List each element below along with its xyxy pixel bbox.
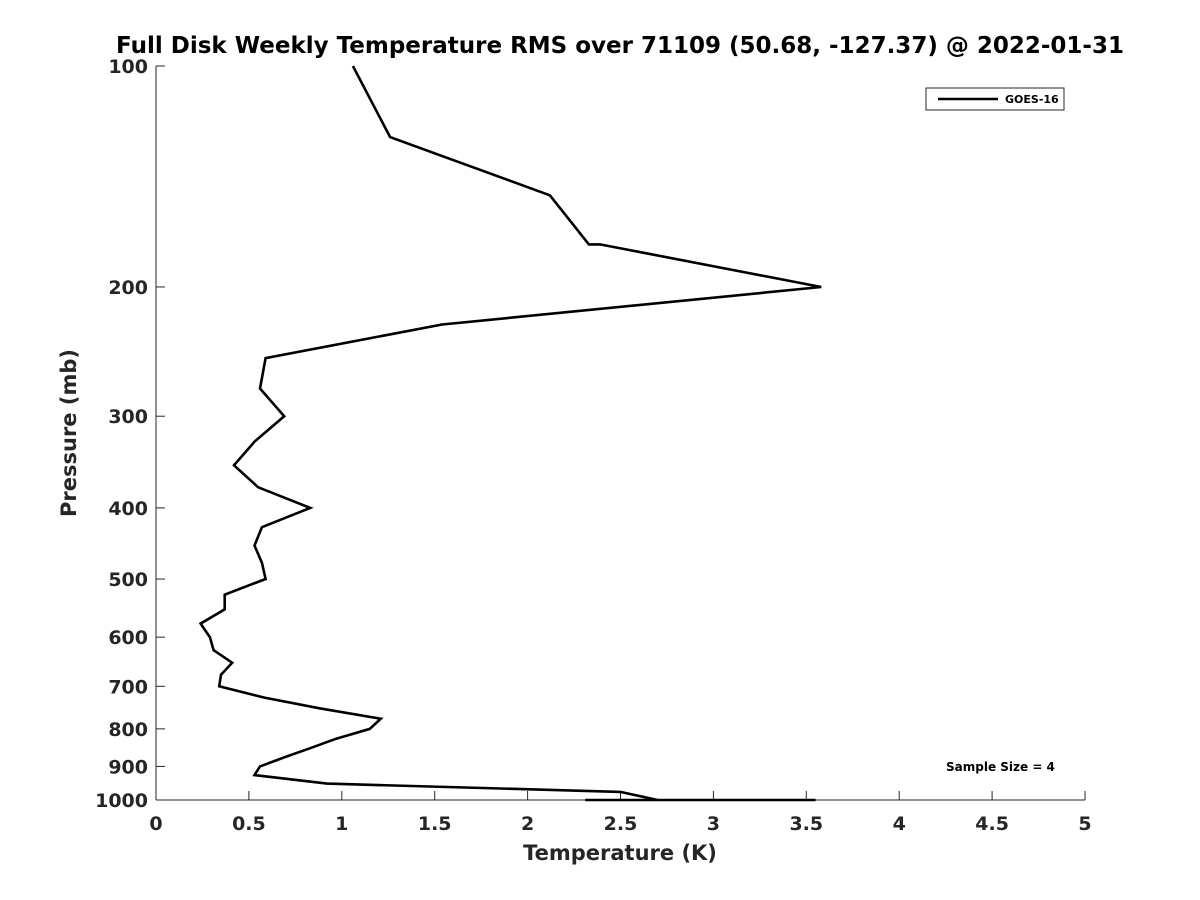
x-tick-label: 2.5 bbox=[604, 813, 638, 835]
x-tick-label: 1 bbox=[335, 813, 348, 835]
sample-size-annotation: Sample Size = 4 bbox=[946, 760, 1055, 774]
y-tick-label: 300 bbox=[108, 406, 148, 428]
y-tick-label: 500 bbox=[108, 569, 148, 591]
y-tick-label: 800 bbox=[108, 719, 148, 741]
x-tick-label: 4 bbox=[893, 813, 906, 835]
y-tick-label: 700 bbox=[108, 676, 148, 698]
x-tick-label: 3 bbox=[707, 813, 720, 835]
x-tick-label: 5 bbox=[1078, 813, 1091, 835]
chart-title: Full Disk Weekly Temperature RMS over 71… bbox=[116, 33, 1124, 59]
x-ticks: 0 0.5 1 1.5 2 2.5 3 3.5 4 4.5 5 bbox=[149, 791, 1092, 835]
y-axis-label: Pressure (mb) bbox=[57, 349, 81, 517]
x-tick-label: 2 bbox=[521, 813, 534, 835]
y-tick-label: 1000 bbox=[95, 790, 148, 812]
legend: GOES-16 bbox=[925, 87, 1065, 111]
y-tick-label: 200 bbox=[108, 277, 148, 299]
x-tick-label: 1.5 bbox=[418, 813, 452, 835]
x-axis-label: Temperature (K) bbox=[523, 841, 717, 865]
x-tick-label: 4.5 bbox=[975, 813, 1009, 835]
legend-entry: GOES-16 bbox=[1005, 93, 1059, 106]
series-line-goes-16 bbox=[198, 65, 822, 802]
y-tick-label: 600 bbox=[108, 627, 148, 649]
x-tick-label: 0 bbox=[149, 813, 162, 835]
y-ticks: 100 200 300 400 500 600 700 800 900 1000 bbox=[95, 56, 165, 812]
x-tick-label: 3.5 bbox=[789, 813, 823, 835]
x-tick-label: 0.5 bbox=[232, 813, 266, 835]
y-tick-label: 100 bbox=[108, 56, 148, 78]
y-tick-label: 400 bbox=[108, 498, 148, 520]
y-tick-label: 900 bbox=[108, 756, 148, 778]
